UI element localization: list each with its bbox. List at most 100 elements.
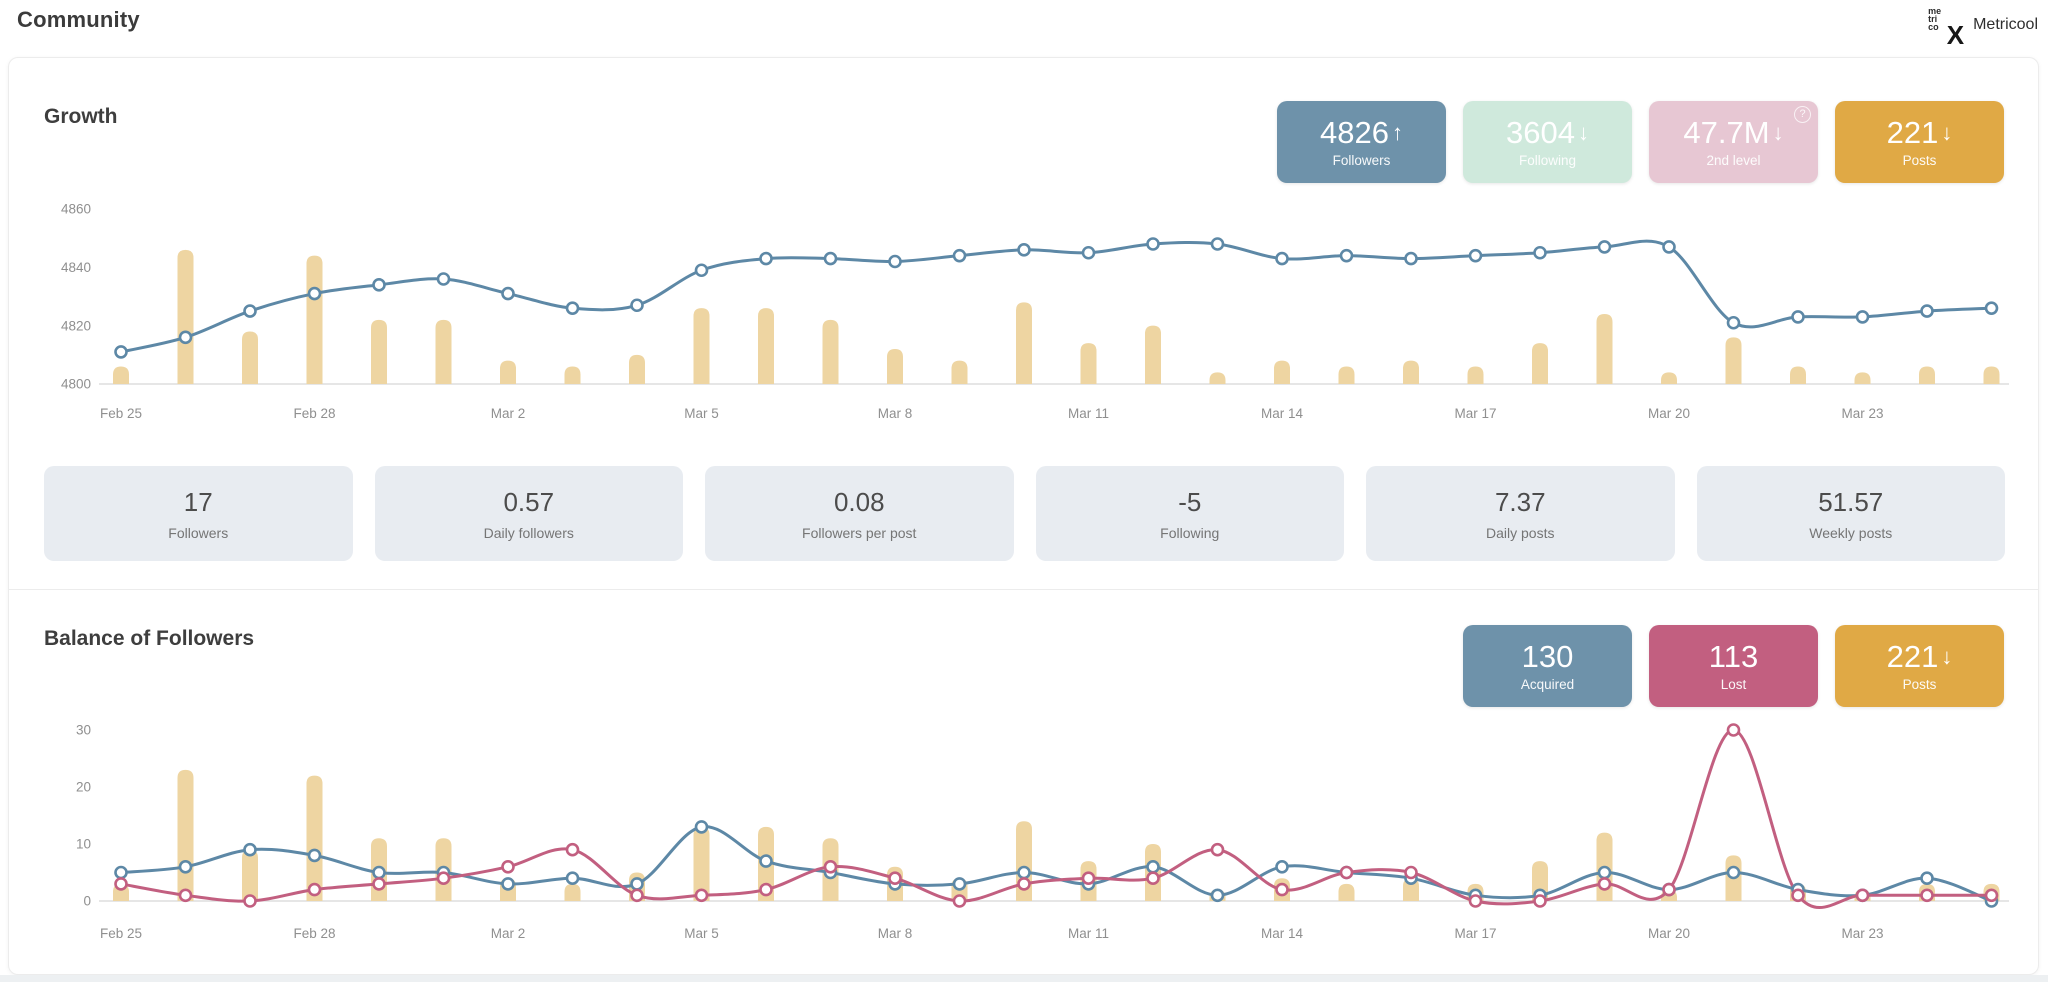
followers-data-point[interactable] — [823, 251, 838, 266]
followers-data-point[interactable] — [952, 248, 967, 263]
balance-section-title: Balance of Followers — [44, 627, 255, 650]
followers-data-point[interactable] — [1146, 237, 1160, 251]
brand-name: Metricool — [1973, 16, 2038, 33]
followers-data-point[interactable] — [1726, 315, 1741, 330]
stat-value: 0.57 — [503, 486, 555, 517]
followers-data-point[interactable] — [1597, 240, 1612, 254]
lost-data-point[interactable] — [1855, 888, 1870, 903]
lost-data-point[interactable] — [952, 894, 967, 908]
followers-data-point[interactable] — [630, 298, 644, 313]
growth-y-axis-label: 4800 — [61, 377, 91, 392]
posts-card-label: Posts — [1902, 152, 1937, 168]
followers-data-point[interactable] — [888, 254, 902, 269]
acquired-data-point[interactable] — [114, 865, 128, 880]
lost-data-point[interactable] — [307, 882, 322, 897]
lost-data-point[interactable] — [1533, 894, 1547, 908]
lost-data-point[interactable] — [436, 871, 451, 885]
acquired-data-point[interactable] — [1146, 860, 1160, 874]
followers-data-point[interactable] — [1662, 240, 1676, 254]
acquired-data-point[interactable] — [1726, 865, 1741, 880]
acquired-data-point[interactable] — [630, 877, 644, 891]
balance-x-axis-label: Feb 28 — [293, 926, 335, 941]
lost-data-point[interactable] — [178, 888, 193, 903]
followers-data-point[interactable] — [501, 286, 515, 301]
acquired-data-point[interactable] — [565, 871, 580, 885]
acquired-data-point[interactable] — [501, 877, 515, 891]
lost-data-point[interactable] — [1726, 723, 1741, 737]
acquired-data-point[interactable] — [307, 848, 322, 863]
followers-data-point[interactable] — [759, 251, 773, 266]
followers-data-point[interactable] — [1017, 243, 1031, 257]
lost-data-point[interactable] — [1339, 865, 1354, 880]
lost-data-point[interactable] — [1468, 894, 1483, 908]
balance-x-axis-label: Mar 20 — [1648, 926, 1690, 941]
lost-data-point[interactable] — [888, 871, 902, 885]
lost-data-point[interactable] — [372, 877, 386, 891]
lost-data-point[interactable] — [1791, 888, 1805, 903]
lost-data-point[interactable] — [630, 888, 644, 903]
stat-tile-followers: 17 Followers — [44, 466, 353, 561]
growth-chart[interactable]: 4800 4820 4840 4860 Feb 25 Feb 28 Mar 2 Mar 5 Ma… — [41, 196, 2041, 446]
followers-data-point[interactable] — [178, 330, 193, 345]
acquired-data-point[interactable] — [1275, 860, 1289, 874]
followers-data-point[interactable] — [1984, 301, 1999, 315]
balance-of-followers-chart[interactable]: 0 10 20 30 Feb 25 Feb 28 Mar 2 Mar 5 Mar 8 Mar 11… — [41, 716, 2041, 966]
page-header: Community me tri co X Metricool — [0, 0, 2048, 52]
followers-data-point[interactable] — [307, 286, 322, 301]
help-icon[interactable]: ? — [1794, 106, 1811, 123]
followers-data-point[interactable] — [1339, 248, 1354, 263]
lost-data-point[interactable] — [1984, 888, 1999, 903]
acquired-data-point[interactable] — [1597, 865, 1612, 880]
posts-bar — [177, 249, 194, 384]
followers-data-point[interactable] — [1081, 245, 1096, 260]
followers-data-point[interactable] — [1404, 251, 1418, 266]
lost-data-point[interactable] — [243, 894, 257, 908]
followers-data-point[interactable] — [694, 263, 709, 278]
followers-data-point[interactable] — [565, 301, 580, 315]
acquired-data-point[interactable] — [1017, 865, 1031, 880]
lost-data-point[interactable] — [759, 882, 773, 897]
lost-data-point[interactable] — [1081, 871, 1096, 885]
lost-data-point[interactable] — [694, 888, 709, 903]
followers-data-point[interactable] — [1533, 245, 1547, 260]
acquired-data-point[interactable] — [759, 854, 773, 868]
acquired-data-point[interactable] — [243, 842, 257, 857]
lost-data-point[interactable] — [1275, 882, 1289, 897]
followers-data-point[interactable] — [1210, 237, 1225, 251]
lost-data-point[interactable] — [565, 842, 580, 857]
lost-data-point[interactable] — [1920, 888, 1934, 903]
acquired-data-point[interactable] — [694, 820, 709, 834]
acquired-data-point[interactable] — [178, 860, 193, 874]
posts-bar — [371, 319, 387, 384]
posts-bar — [1209, 372, 1226, 384]
acquired-data-point[interactable] — [1920, 871, 1934, 885]
acquired-data-point[interactable] — [1210, 888, 1225, 903]
followers-data-point[interactable] — [1855, 310, 1870, 324]
followers-data-point[interactable] — [372, 278, 386, 292]
followers-data-point[interactable] — [1920, 304, 1934, 318]
lost-data-point[interactable] — [1146, 871, 1160, 885]
acquired-data-point[interactable] — [952, 877, 967, 891]
posts-bar — [951, 360, 968, 384]
posts-bar — [564, 366, 581, 384]
followers-data-point[interactable] — [243, 304, 257, 318]
lost-data-point[interactable] — [823, 860, 838, 874]
acquired-data-point[interactable] — [372, 865, 386, 880]
lost-data-point[interactable] — [1662, 882, 1676, 897]
followers-data-point[interactable] — [1468, 248, 1483, 263]
lost-data-point[interactable] — [1017, 877, 1031, 891]
posts-bar — [1983, 366, 2000, 384]
followers-data-point[interactable] — [436, 272, 451, 286]
lost-data-point[interactable] — [1210, 842, 1225, 857]
balance-x-axis-label: Mar 11 — [1068, 926, 1109, 941]
growth-x-axis-label: Mar 23 — [1841, 406, 1883, 421]
lost-data-point[interactable] — [114, 877, 128, 891]
lost-data-point[interactable] — [1404, 865, 1418, 880]
followers-data-point[interactable] — [114, 345, 128, 359]
lost-data-point[interactable] — [1597, 877, 1612, 891]
followers-data-point[interactable] — [1275, 251, 1289, 266]
followers-data-point[interactable] — [1791, 310, 1805, 324]
followers-summary-card: 4826 ↑ Followers — [1277, 101, 1446, 183]
stat-label: Daily posts — [1486, 524, 1555, 541]
lost-data-point[interactable] — [501, 860, 515, 874]
